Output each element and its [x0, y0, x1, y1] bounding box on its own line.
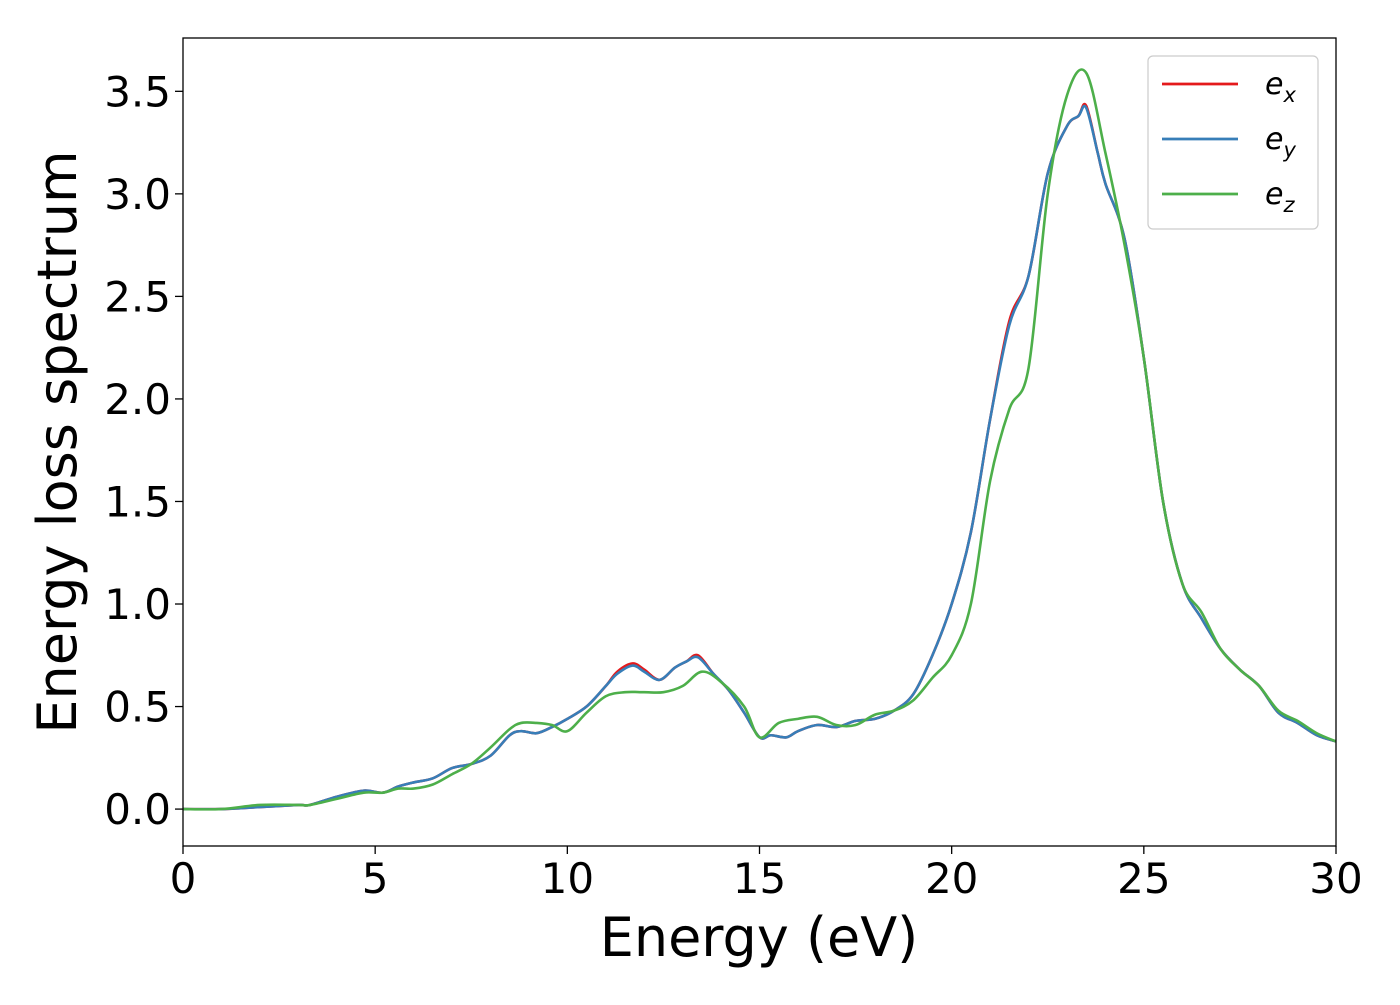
- x-tick-label: 0: [170, 854, 197, 903]
- x-axis-ticks: 0 5 10 15 20 25 30: [170, 846, 1363, 903]
- y-axis-ticks: 0.0 0.5 1.0 1.5 2.0 2.5 3.0 3.5: [104, 67, 183, 834]
- y-tick-label: 1.5: [104, 477, 171, 526]
- x-tick-label: 20: [925, 854, 978, 903]
- y-tick-label: 3.0: [104, 170, 171, 219]
- y-tick-label: 1.0: [104, 580, 171, 629]
- plot-series-group: [182, 68, 1337, 811]
- y-tick-label: 0.5: [104, 683, 171, 732]
- legend-box: [1147, 55, 1319, 230]
- y-axis-title: Energy loss spectrum: [26, 150, 89, 733]
- series-line-z: [182, 68, 1337, 811]
- x-tick-label: 25: [1117, 854, 1170, 903]
- x-tick-label: 5: [362, 854, 389, 903]
- y-tick-label: 3.5: [104, 67, 171, 116]
- x-tick-label: 10: [541, 854, 594, 903]
- x-axis-title: Energy (eV): [600, 906, 919, 969]
- y-tick-label: 2.5: [104, 272, 171, 321]
- y-tick-label: 0.0: [104, 785, 171, 834]
- x-tick-label: 15: [733, 854, 786, 903]
- y-tick-label: 2.0: [104, 375, 171, 424]
- x-tick-label: 30: [1309, 854, 1362, 903]
